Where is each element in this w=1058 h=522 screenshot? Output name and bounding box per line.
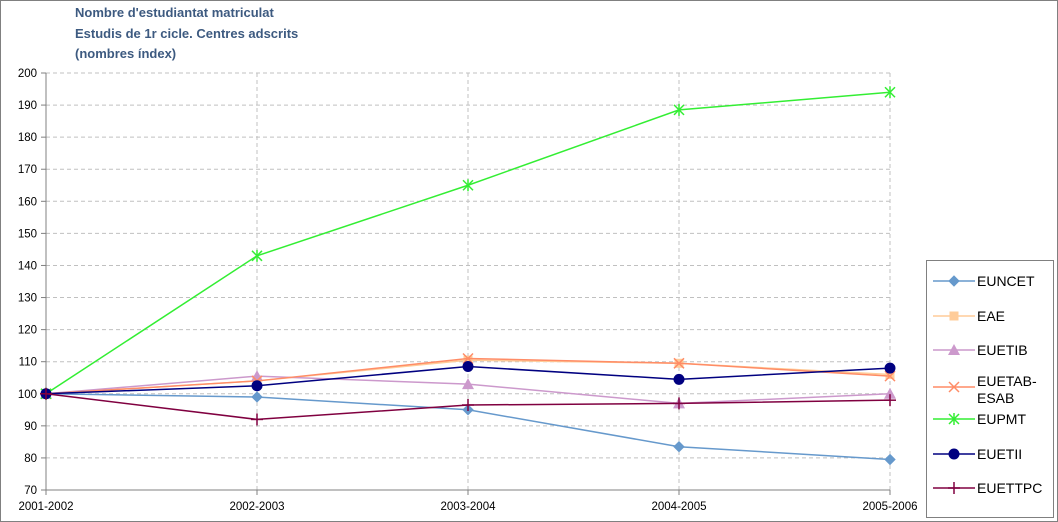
- data-point: [462, 352, 474, 365]
- y-tick-label: 100: [18, 389, 37, 401]
- legend-item: EUNCET: [927, 265, 1053, 299]
- y-tick-label: 80: [24, 453, 37, 465]
- y-tick-label: 110: [19, 357, 37, 369]
- legend-marker: [948, 413, 960, 425]
- y-tick-label: 160: [18, 196, 37, 208]
- x-tick-label: 2001-2002: [19, 501, 74, 513]
- data-point: [884, 86, 896, 99]
- data-point: [251, 249, 263, 262]
- data-point: [884, 394, 896, 407]
- legend-swatch: [933, 275, 975, 287]
- legend-label: EUPMT: [977, 411, 1026, 427]
- x-tick-label: 2004-2005: [652, 501, 707, 513]
- data-point: [40, 387, 52, 400]
- data-point: [884, 370, 896, 382]
- legend-label: EUETII: [977, 445, 1023, 462]
- legend-label: EUETAB-ESAB: [977, 372, 1037, 406]
- chart-title-line-3: (nombres índex): [75, 46, 177, 61]
- legend-item: EUETIB: [927, 334, 1053, 368]
- legend-swatch: [933, 380, 975, 393]
- chart-title: Nombre d'estudiantat matriculat Estudis …: [75, 3, 298, 65]
- legend-marker: [948, 275, 960, 287]
- chart-title-line-1: Nombre d'estudiantat matriculat: [75, 5, 274, 20]
- legend-swatch: [933, 482, 975, 494]
- legend-marker: [948, 380, 960, 393]
- y-tick-label: 70: [24, 485, 37, 497]
- legend-label: EAE: [977, 307, 1006, 324]
- data-point: [251, 391, 263, 403]
- legend-marker: [948, 482, 960, 494]
- data-point: [673, 357, 685, 369]
- y-tick-label: 170: [18, 164, 37, 176]
- legend-item: EUETAB-ESAB: [927, 369, 1053, 406]
- data-point: [885, 370, 895, 380]
- data-point: [673, 397, 685, 410]
- data-point: [463, 355, 473, 365]
- legend-swatch: [933, 448, 975, 459]
- data-point: [673, 373, 685, 385]
- chart-legend: EUNCET EAE EUETIB EUETAB-ESAB EUPMT EUETII EUE…: [926, 260, 1054, 518]
- y-tick-label: 90: [24, 421, 37, 433]
- x-tick-label: 2005-2006: [863, 501, 918, 513]
- data-point: [673, 440, 685, 453]
- data-point: [673, 103, 685, 116]
- x-tick-label: 2002-2003: [230, 501, 285, 513]
- legend-label: EUNCET: [977, 273, 1035, 289]
- data-point: [251, 413, 263, 426]
- data-point: [251, 380, 263, 392]
- series-euettpc: [40, 387, 896, 426]
- y-tick-label: 130: [18, 293, 37, 305]
- legend-marker: [949, 311, 959, 320]
- legend-swatch: [933, 311, 975, 320]
- legend-label: EUETTPC: [977, 480, 1043, 496]
- y-tick-label: 200: [18, 68, 37, 80]
- y-tick-label: 190: [18, 100, 37, 112]
- y-tick-label: 180: [18, 132, 37, 144]
- legend-item: EAE: [927, 300, 1053, 334]
- data-point: [884, 453, 896, 466]
- data-point: [884, 387, 896, 399]
- y-tick-label: 140: [18, 260, 37, 272]
- legend-swatch: [933, 413, 975, 425]
- data-point: [884, 362, 896, 374]
- legend-item: EUETII: [927, 438, 1053, 472]
- legend-item: EUPMT: [927, 403, 1053, 437]
- data-point: [462, 179, 474, 192]
- series-euetii: [40, 361, 896, 400]
- legend-marker: [948, 448, 960, 459]
- y-tick-label: 150: [18, 228, 37, 240]
- legend-label: EUETIB: [977, 342, 1028, 358]
- legend-marker: [948, 344, 960, 355]
- data-point: [462, 361, 474, 373]
- y-tick-label: 120: [18, 325, 37, 337]
- data-point: [462, 398, 474, 411]
- chart-title-line-2: Estudis de 1r cicle. Centres adscrits: [75, 25, 299, 41]
- legend-item: EUETTPC: [927, 472, 1053, 506]
- legend-swatch: [933, 344, 975, 355]
- data-point: [462, 378, 474, 390]
- x-tick-label: 2003-2004: [441, 501, 497, 513]
